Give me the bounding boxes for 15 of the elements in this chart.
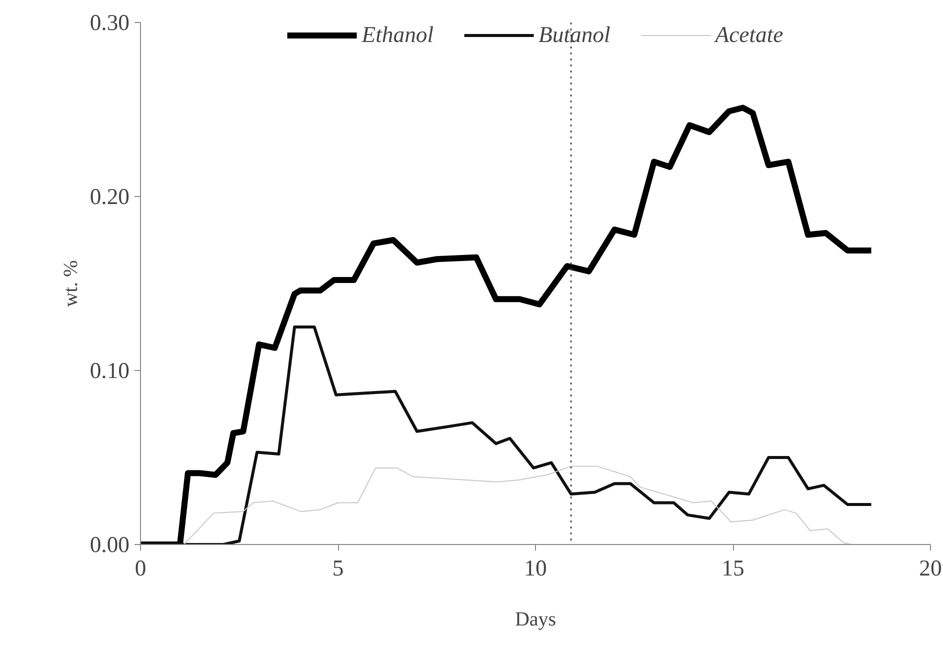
x-tick-label: 5 <box>332 556 344 580</box>
y-tick-label: 0.30 <box>90 10 130 35</box>
x-tick-label: 0 <box>134 556 146 580</box>
legend-label: Acetate <box>715 22 784 48</box>
y-axis-title: wt. % <box>60 260 82 307</box>
line-series <box>140 326 873 544</box>
y-tick-label: 0.20 <box>90 184 130 209</box>
legend-label: Butanol <box>538 22 610 48</box>
x-tick-label: 10 <box>524 556 547 580</box>
y-tick-label: 0.10 <box>90 358 130 383</box>
x-tick-label: 15 <box>722 556 744 580</box>
legend-label: Ethanol <box>362 22 434 48</box>
y-tick-label: 0.00 <box>90 532 130 557</box>
x-axis-title: Days <box>514 608 556 630</box>
x-tick-label: 20 <box>919 556 942 580</box>
